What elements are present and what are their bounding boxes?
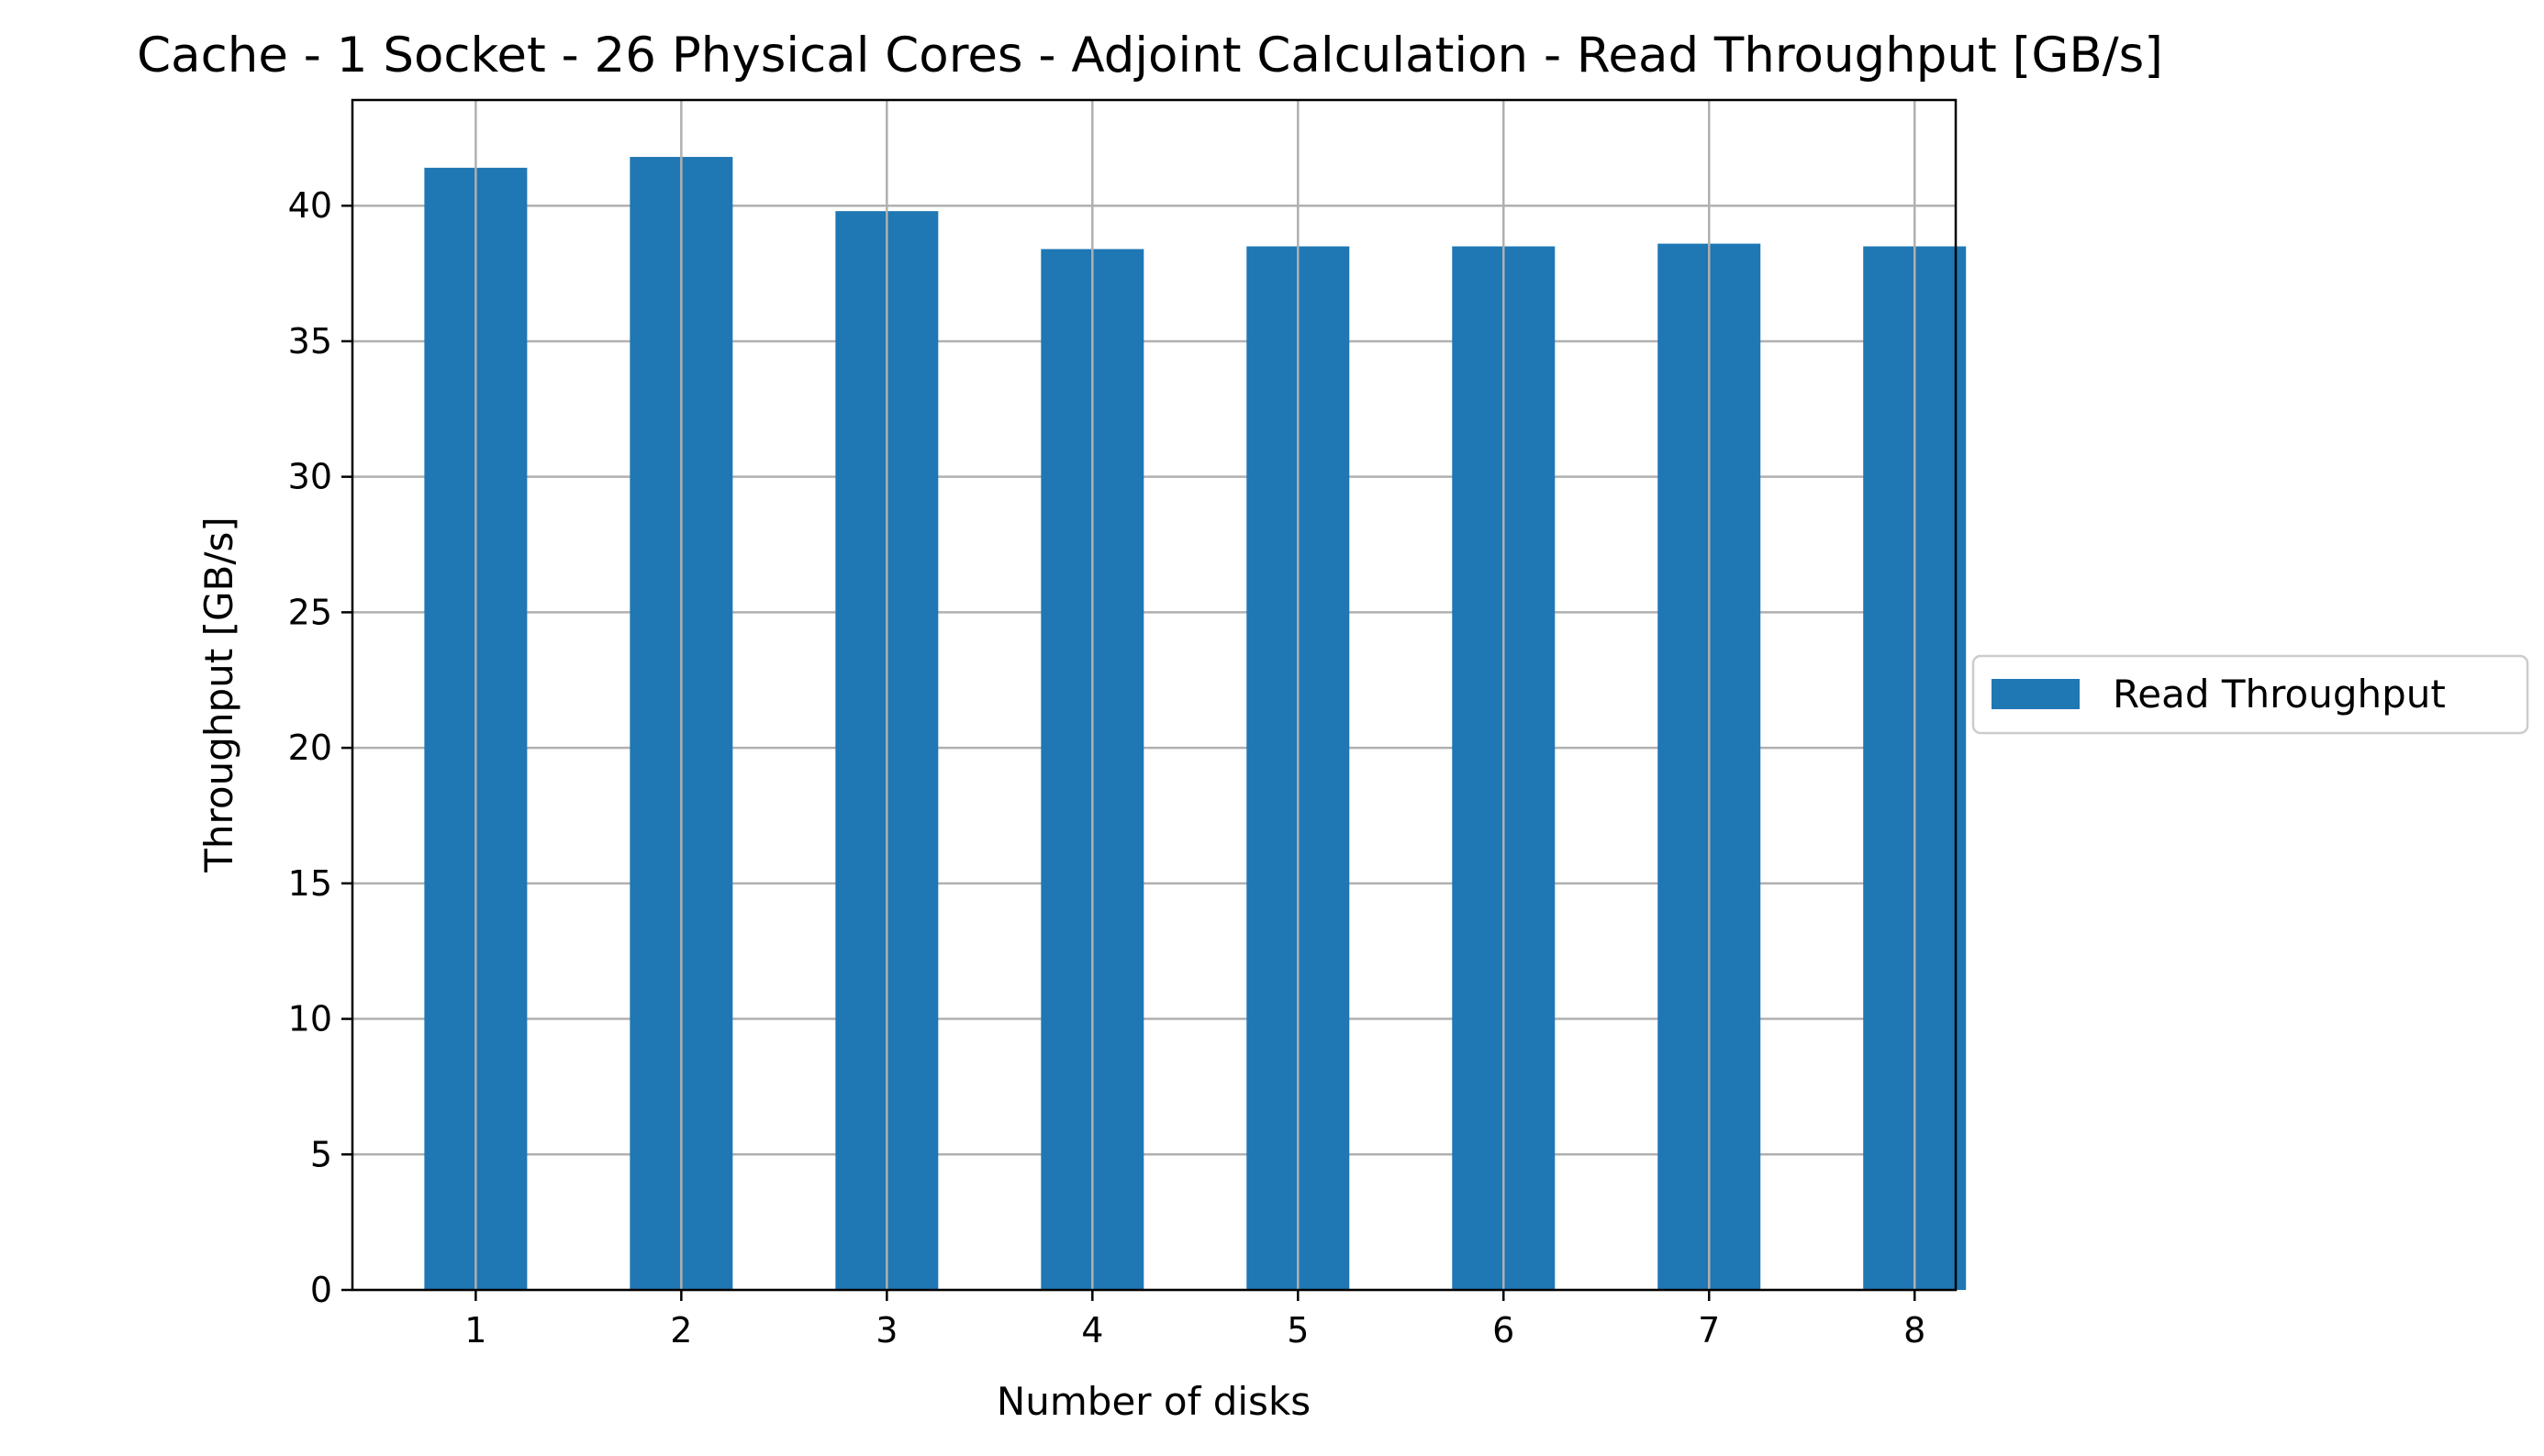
x-tick-label: 6 [1492,1310,1514,1350]
y-tick-label: 15 [288,863,332,904]
y-axis: 0 5 10 15 20 25 30 35 40 [288,185,352,1310]
legend-frame [1971,654,2529,735]
legend-swatch [1992,679,2080,709]
x-tick-label: 7 [1698,1310,1720,1350]
legend-label: Read Throughput [2113,672,2446,717]
x-tick-label: 8 [1903,1310,1925,1350]
y-tick-label: 40 [288,185,332,226]
y-tick-label: 35 [288,321,332,361]
plot-frame [351,98,1958,1292]
legend: Read Throughput [1971,654,2529,735]
x-tick-label: 4 [1081,1310,1103,1350]
x-tick-label: 3 [876,1310,898,1350]
y-axis-title: Throughput [GB/s] [196,517,241,872]
y-tick-label: 5 [310,1134,332,1174]
x-tick-label: 1 [464,1310,486,1350]
x-tick-label: 2 [670,1310,692,1350]
y-tick-label: 10 [288,999,332,1039]
chart-title: Cache - 1 Socket - 26 Physical Cores - A… [137,28,2163,83]
vertical-grid [474,100,1916,1290]
x-axis-title: Number of disks [997,1379,1311,1424]
x-tick-label: 5 [1287,1310,1309,1350]
y-tick-label: 30 [288,457,332,497]
y-tick-label: 25 [288,592,332,632]
y-tick-label: 0 [310,1270,332,1310]
x-axis: 1 2 3 4 5 6 7 8 [464,1290,1925,1350]
y-tick-label: 20 [288,728,332,768]
